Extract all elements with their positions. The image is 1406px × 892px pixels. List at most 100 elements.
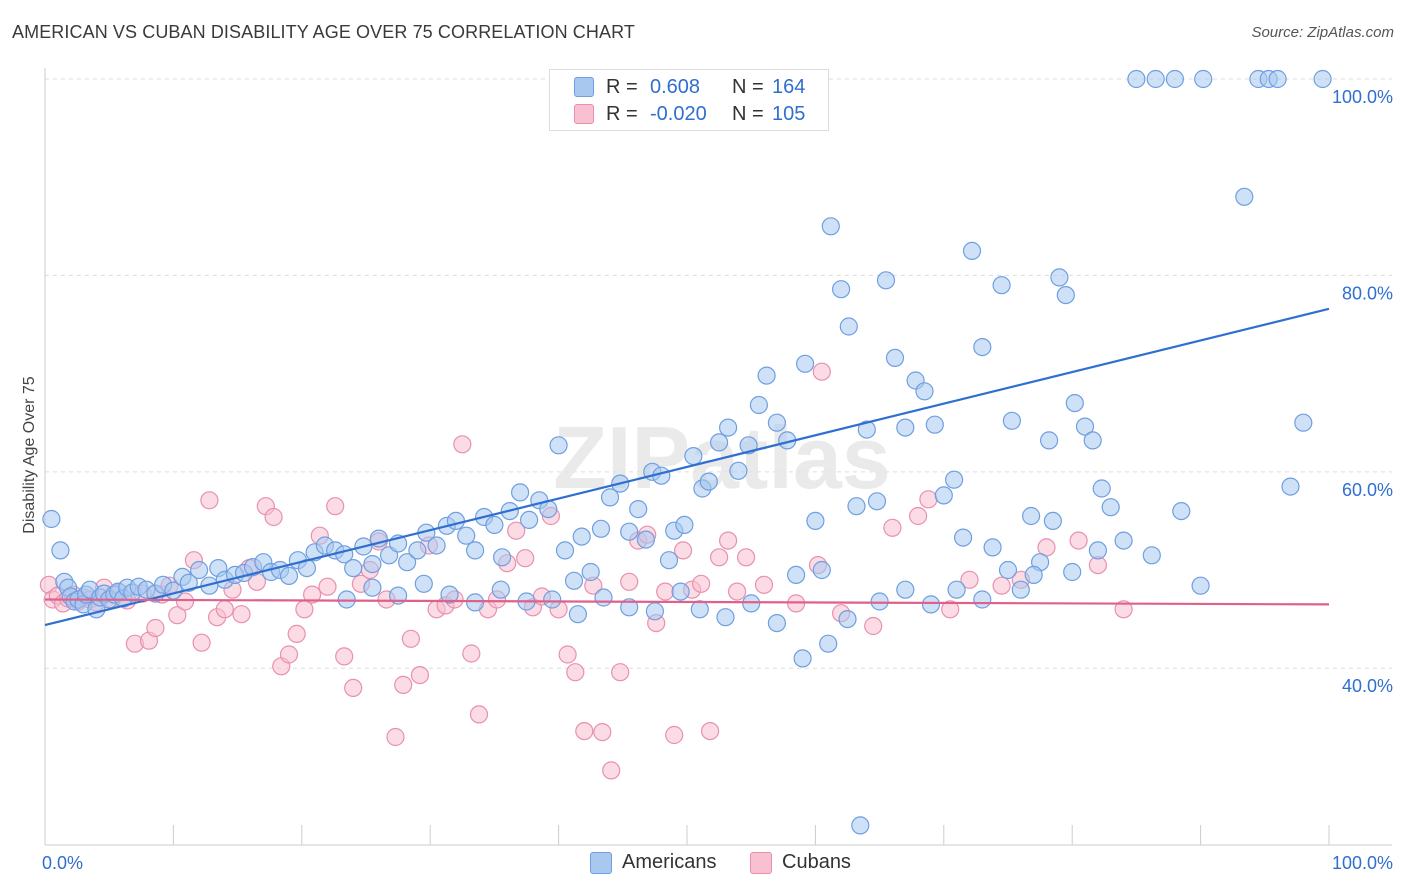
american-point [1281, 477, 1300, 496]
american-point [857, 420, 876, 439]
american-point [1191, 576, 1210, 595]
legend-item-cubans[interactable]: Cubans [750, 851, 851, 874]
american-point [1002, 411, 1022, 430]
cuban-point [326, 497, 345, 516]
american-point [1235, 187, 1254, 206]
stats-row-americans: R = 0.608 N = 164 [574, 75, 805, 99]
american-point [885, 348, 905, 367]
cuban-point [215, 600, 234, 619]
american-point [671, 582, 690, 601]
american-point [962, 241, 982, 260]
americans-trend-line [44, 307, 1330, 627]
american-point [944, 470, 964, 489]
american-point [620, 598, 639, 617]
american-point [870, 592, 889, 611]
american-point [1063, 562, 1082, 582]
n-label: N = [732, 102, 764, 125]
american-point [1065, 394, 1084, 413]
american-point [600, 488, 620, 507]
chart-title: AMERICAN VS CUBAN DISABILITY AGE OVER 75… [12, 22, 635, 42]
american-point [408, 541, 427, 560]
american-point [699, 472, 718, 491]
n-value: 105 [772, 102, 806, 125]
cuban-point [700, 721, 720, 741]
american-point [675, 515, 694, 535]
american-point [510, 483, 530, 502]
cuban-point [992, 576, 1011, 595]
cuban-point [812, 362, 831, 381]
american-point [1114, 531, 1133, 550]
american-point [716, 608, 735, 627]
american-point [414, 574, 433, 593]
cuban-point [736, 548, 756, 567]
cuban-point [673, 541, 693, 560]
american-point [925, 415, 944, 434]
american-point [1024, 565, 1043, 585]
american-point [851, 816, 870, 835]
x-tick-label: 0.0% [42, 853, 83, 873]
cuban-point [575, 721, 594, 741]
axes [44, 68, 1392, 846]
cuban-point [335, 647, 354, 666]
r-label: R = [606, 102, 638, 125]
american-point [363, 554, 382, 574]
cuban-point [192, 633, 211, 652]
american-point [821, 217, 840, 236]
american-point [1050, 268, 1069, 287]
american-point [998, 560, 1018, 580]
american-point [659, 551, 679, 570]
legend: Americans Cubans [0, 851, 1406, 877]
american-point [51, 541, 70, 560]
american-point [1039, 431, 1059, 450]
n-label: N = [732, 75, 764, 98]
cuban-point [754, 575, 774, 594]
american-point [457, 526, 476, 545]
cuban-point [146, 618, 165, 638]
cuban-point [960, 570, 979, 589]
american-point [1146, 69, 1165, 89]
y-axis-label: Disability Age Over 75 [21, 376, 38, 534]
american-point [564, 571, 584, 590]
american-point [190, 560, 209, 580]
american-point [427, 536, 446, 555]
y-tick-label: 100.0% [1332, 87, 1393, 107]
american-point [179, 573, 198, 592]
american-point [767, 613, 787, 633]
legend-item-americans[interactable]: Americans [590, 851, 716, 874]
american-point [1127, 69, 1146, 89]
american-point [466, 541, 485, 560]
american-point [337, 590, 356, 609]
cuban-point [507, 521, 526, 540]
cuban-point [727, 582, 747, 601]
american-point [767, 413, 787, 432]
american-point [934, 486, 953, 505]
cuban-point [469, 705, 489, 724]
american-point [620, 522, 639, 541]
american-point [831, 280, 851, 299]
american-point [973, 590, 992, 609]
american-point [1021, 506, 1041, 526]
cuban-point [1069, 531, 1088, 550]
american-point [742, 594, 761, 613]
gridlines [45, 78, 1392, 669]
stats-legend-box: R = 0.608 N = 164 R = -0.020 N = 105 [549, 69, 829, 131]
american-point [896, 418, 915, 437]
american-point [1313, 69, 1332, 89]
american-point [1165, 69, 1185, 89]
american-point [793, 649, 812, 668]
cuban-point [318, 577, 337, 596]
american-point [786, 565, 806, 585]
americans-points [42, 69, 1332, 835]
american-point [466, 593, 485, 612]
american-point [591, 519, 611, 538]
cuban-point [908, 506, 928, 526]
american-point [491, 580, 510, 599]
y-tick-label: 40.0% [1342, 676, 1393, 696]
american-point [795, 354, 815, 373]
american-point [1101, 498, 1120, 517]
american-point [896, 580, 915, 599]
y-tick-label: 80.0% [1342, 283, 1393, 303]
american-point [838, 609, 857, 629]
cuban-point [200, 491, 219, 510]
american-point [493, 548, 512, 567]
